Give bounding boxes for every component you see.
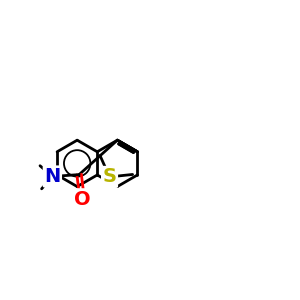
Text: S: S [103,167,116,186]
Text: O: O [74,190,91,209]
Text: N: N [44,167,61,186]
